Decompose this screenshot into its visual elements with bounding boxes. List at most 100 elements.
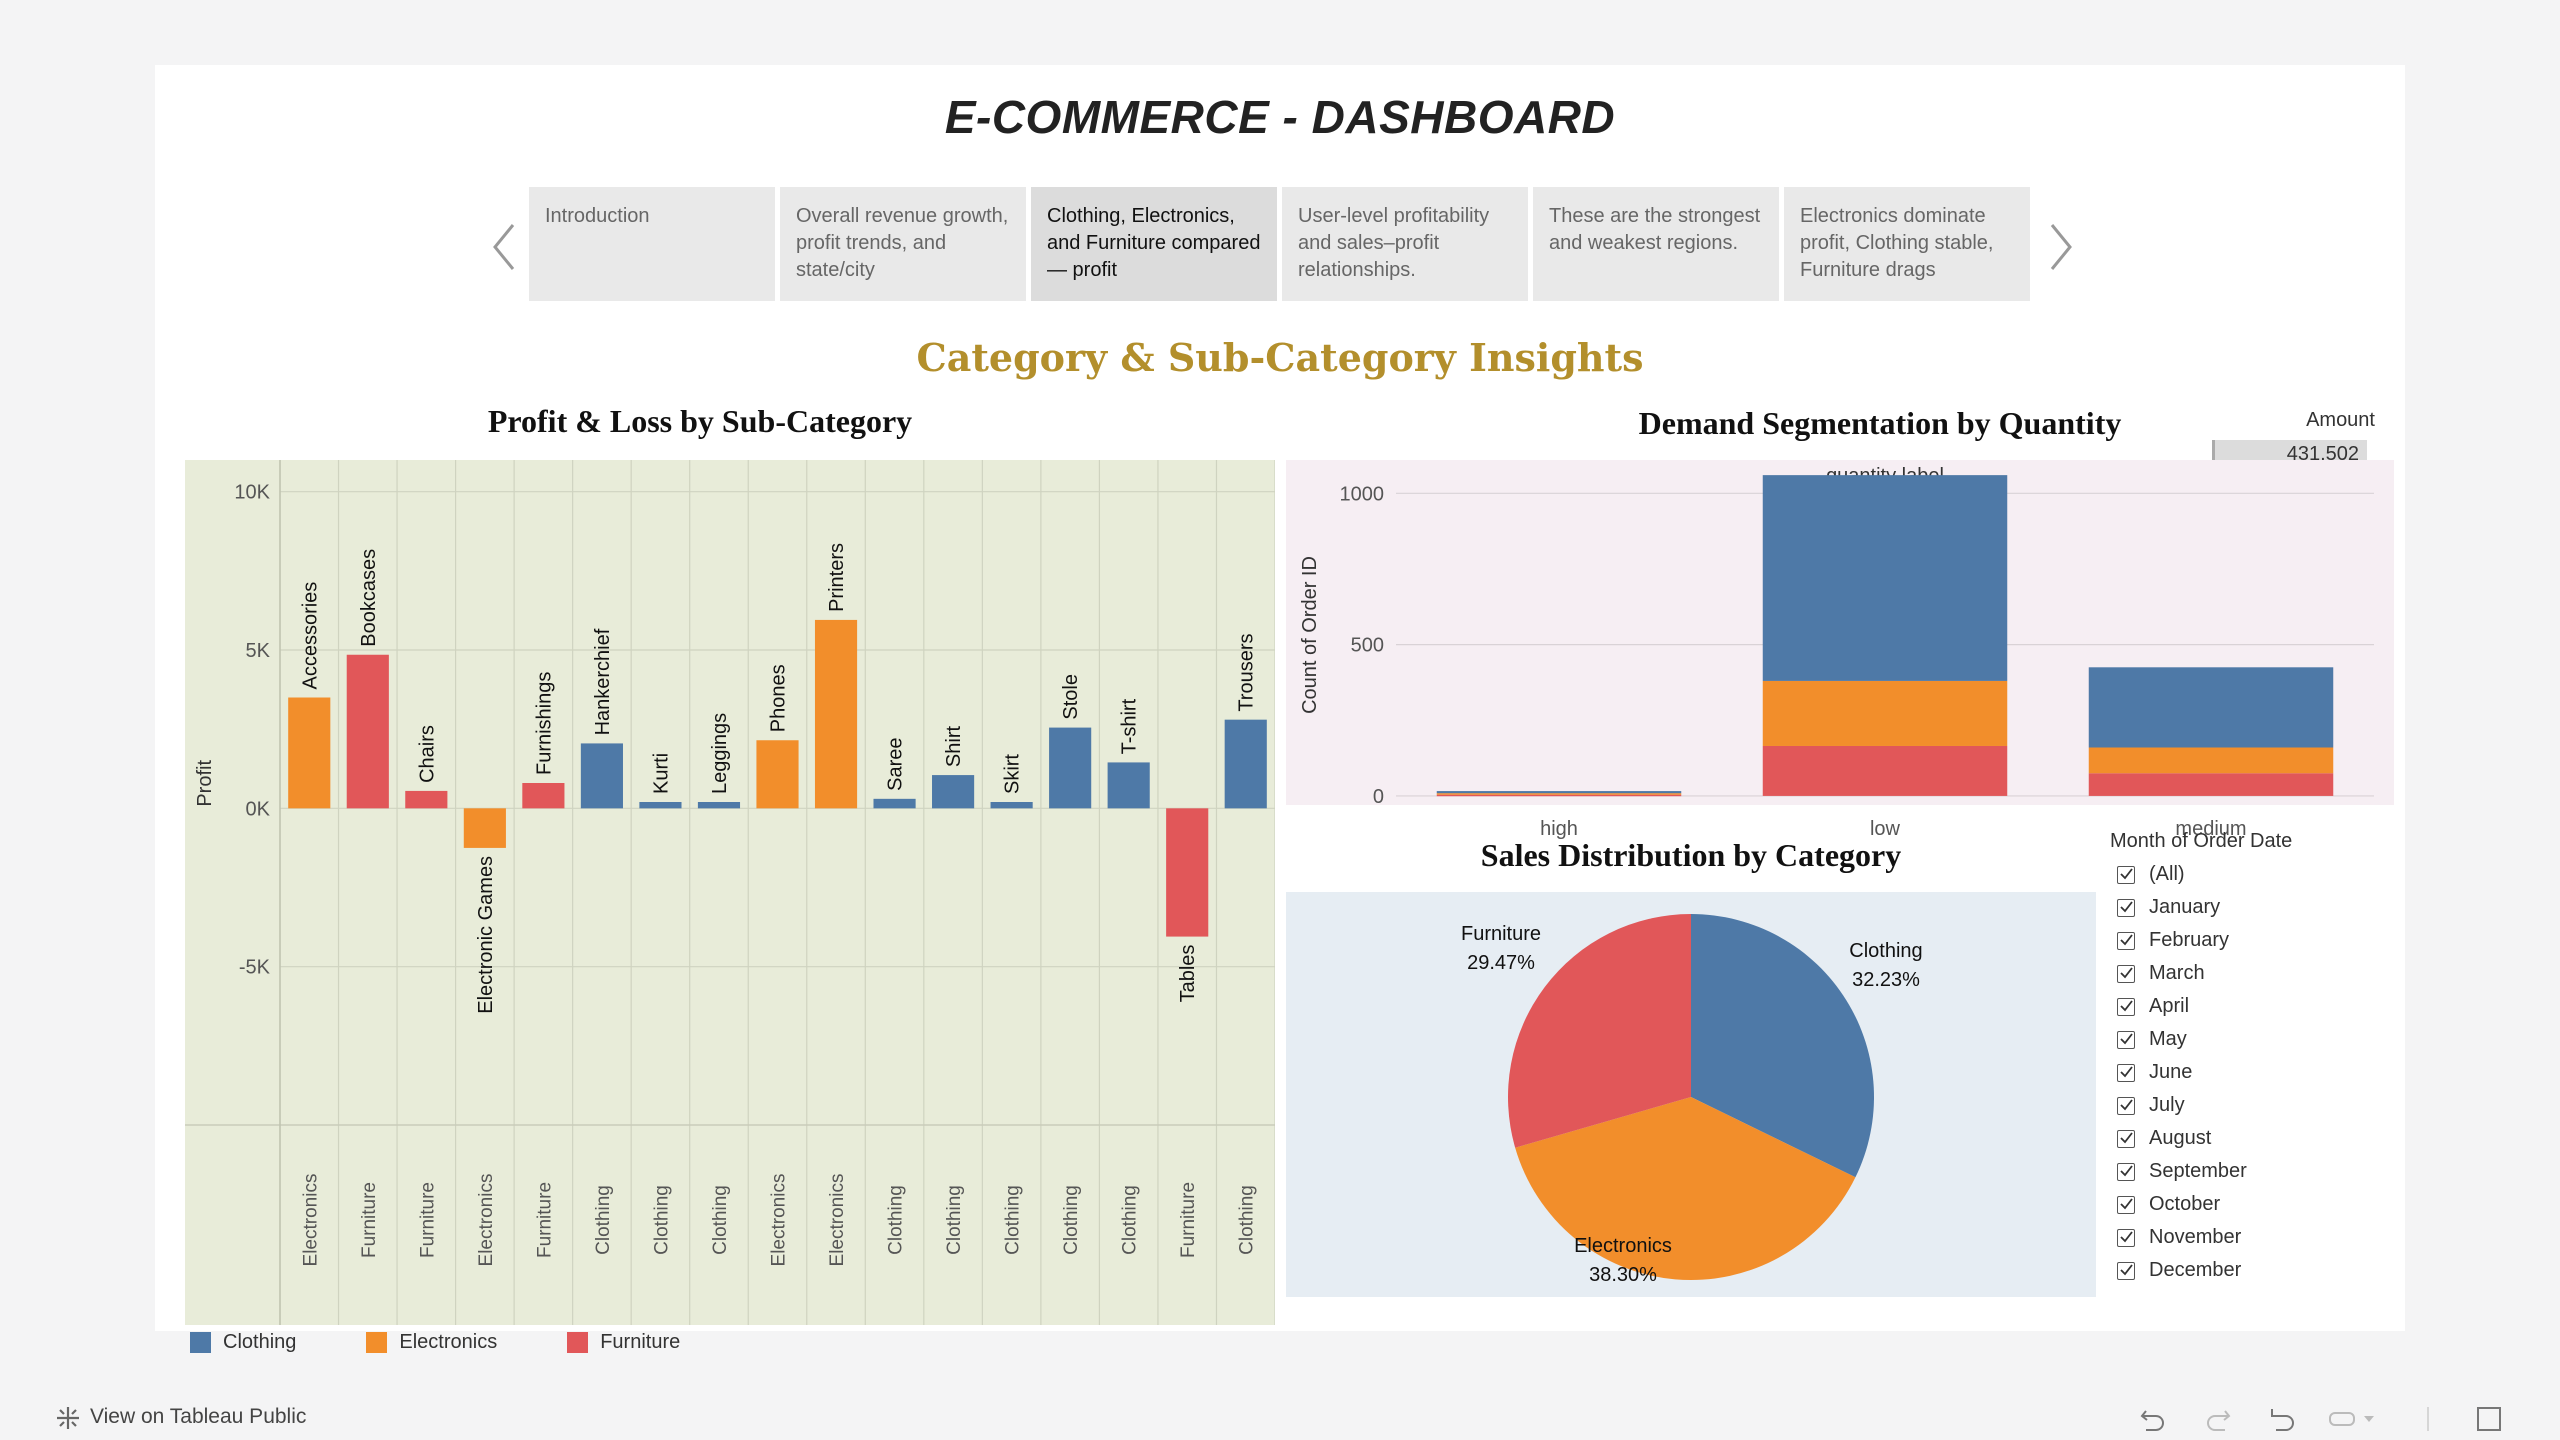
- revert-icon[interactable]: [2268, 1405, 2298, 1438]
- story-tab-1[interactable]: Introduction: [529, 187, 775, 301]
- checkbox[interactable]: [2117, 898, 2135, 917]
- demand-bar-low-furniture[interactable]: [1762, 745, 2008, 796]
- checkbox[interactable]: [2117, 964, 2135, 983]
- story-tab-5[interactable]: These are the strongest and weakest regi…: [1533, 187, 1779, 301]
- checkbox[interactable]: [2117, 931, 2135, 950]
- story-next-button[interactable]: [2040, 217, 2080, 277]
- filter-option-label: June: [2149, 1061, 2193, 1083]
- profit-bar-accessories[interactable]: [288, 697, 331, 809]
- checkbox[interactable]: [2117, 1129, 2135, 1148]
- legend-item-furniture[interactable]: Furniture: [567, 1327, 680, 1357]
- profit-legend: Clothing Electronics Furniture: [190, 1327, 790, 1357]
- demand-bar-low-clothing[interactable]: [1762, 475, 2008, 681]
- profit-bar-electronic-games[interactable]: [463, 808, 506, 848]
- checkbox[interactable]: [2117, 997, 2135, 1016]
- profit-bar-bookcases[interactable]: [346, 654, 389, 809]
- story-tab-6[interactable]: Electronics dominate profit, Clothing st…: [1784, 187, 2030, 301]
- filter-option-january[interactable]: January: [2117, 891, 2387, 924]
- checkbox[interactable]: [2117, 1030, 2135, 1049]
- checkbox[interactable]: [2117, 1228, 2135, 1247]
- profit-bar-tables[interactable]: [1166, 808, 1209, 937]
- filter-option-july[interactable]: July: [2117, 1089, 2387, 1122]
- checkbox[interactable]: [2117, 1096, 2135, 1115]
- filter-option-november[interactable]: November: [2117, 1221, 2387, 1254]
- check-icon: [2120, 1098, 2133, 1110]
- demand-y-axis-label: Count of Order ID: [1299, 556, 1321, 714]
- legend-swatch-clothing: [190, 1331, 211, 1353]
- profit-category-label: Furniture: [417, 1182, 438, 1258]
- filter-option-december[interactable]: December: [2117, 1254, 2387, 1287]
- check-icon: [2120, 1263, 2133, 1275]
- profit-bar-label: Accessories: [299, 582, 321, 690]
- checkbox[interactable]: [2117, 1195, 2135, 1214]
- pie-slice-furniture[interactable]: [1508, 914, 1691, 1148]
- demand-bar-low-electronics[interactable]: [1762, 680, 2008, 746]
- filter-option-label: October: [2149, 1193, 2221, 1215]
- check-icon: [2120, 999, 2133, 1011]
- profit-category-label: Electronics: [827, 1174, 848, 1267]
- undo-icon[interactable]: [2138, 1405, 2168, 1438]
- filter-option-label: August: [2149, 1127, 2212, 1149]
- legend-item-clothing[interactable]: Clothing: [190, 1327, 296, 1357]
- demand-bar-medium-furniture[interactable]: [2088, 773, 2334, 796]
- demand-y-tick: 0: [1373, 786, 1384, 808]
- profit-bar-t-shirt[interactable]: [1107, 762, 1150, 809]
- profit-plot-background: [185, 460, 1275, 1325]
- profit-bar-saree[interactable]: [873, 798, 916, 809]
- filter-option-label: (All): [2149, 863, 2185, 885]
- fullscreen-icon[interactable]: [2475, 1405, 2503, 1438]
- checkbox[interactable]: [2117, 865, 2135, 884]
- profit-bar-label: Chairs: [416, 725, 438, 783]
- filter-option-september[interactable]: September: [2117, 1155, 2387, 1188]
- profit-bar-label: Printers: [826, 543, 848, 612]
- profit-bar-shirt[interactable]: [932, 775, 975, 809]
- filter-option-all[interactable]: (All): [2117, 858, 2387, 891]
- filter-option-august[interactable]: August: [2117, 1122, 2387, 1155]
- tableau-logo-icon: [55, 1405, 81, 1436]
- profit-bar-label: Furnishings: [533, 672, 555, 775]
- filter-option-june[interactable]: June: [2117, 1056, 2387, 1089]
- section-title: Category & Sub-Category Insights: [916, 335, 1644, 380]
- profit-bar-stole[interactable]: [1049, 727, 1092, 809]
- profit-bar-furnishings[interactable]: [522, 783, 565, 809]
- profit-bar-hankerchief[interactable]: [580, 743, 623, 809]
- filter-option-october[interactable]: October: [2117, 1188, 2387, 1221]
- checkbox[interactable]: [2117, 1063, 2135, 1082]
- profit-bar-kurti[interactable]: [639, 802, 682, 809]
- profit-bar-chairs[interactable]: [405, 790, 448, 809]
- filter-option-label: January: [2149, 896, 2221, 918]
- month-filter-list: (All) January February March April May June Jul…: [2117, 858, 2387, 1287]
- pie-slice-clothing[interactable]: [1691, 914, 1874, 1178]
- redo-icon[interactable]: [2203, 1405, 2233, 1438]
- profit-bar-skirt[interactable]: [990, 802, 1033, 809]
- profit-bar-trousers[interactable]: [1224, 719, 1267, 809]
- story-tab-4[interactable]: User-level profitability and sales–profi…: [1282, 187, 1528, 301]
- demand-bar-high-clothing[interactable]: [1436, 791, 1682, 794]
- checkbox[interactable]: [2117, 1261, 2135, 1280]
- demand-chart-title: Demand Segmentation by Quantity: [1638, 405, 2122, 441]
- profit-bar-printers[interactable]: [814, 619, 858, 809]
- profit-bar-label: Stole: [1060, 674, 1082, 720]
- view-on-tableau-link[interactable]: View on Tableau Public: [90, 1405, 307, 1428]
- story-prev-button[interactable]: [485, 217, 525, 277]
- legend-item-electronics[interactable]: Electronics: [366, 1327, 497, 1357]
- pie-slice-electronics[interactable]: [1515, 1097, 1856, 1280]
- profit-bar-leggings[interactable]: [697, 802, 741, 809]
- demand-bar-high-furniture[interactable]: [1436, 794, 1682, 797]
- checkbox[interactable]: [2117, 1162, 2135, 1181]
- filter-option-april[interactable]: April: [2117, 990, 2387, 1023]
- refresh-icon[interactable]: [2328, 1407, 2384, 1436]
- amount-label: Amount: [2306, 409, 2375, 431]
- demand-bar-high-electronics[interactable]: [1436, 793, 1682, 795]
- check-icon: [2120, 1032, 2133, 1044]
- demand-bar-medium-electronics[interactable]: [2088, 747, 2334, 774]
- filter-option-february[interactable]: February: [2117, 924, 2387, 957]
- profit-bar-phones[interactable]: [756, 740, 799, 809]
- story-tab-3[interactable]: Clothing, Electronics, and Furniture com…: [1031, 187, 1277, 301]
- filter-option-may[interactable]: May: [2117, 1023, 2387, 1056]
- demand-bar-medium-clothing[interactable]: [2088, 667, 2334, 748]
- story-tab-2[interactable]: Overall revenue growth, profit trends, a…: [780, 187, 1026, 301]
- filter-option-march[interactable]: March: [2117, 957, 2387, 990]
- profit-category-label: Clothing: [710, 1185, 731, 1255]
